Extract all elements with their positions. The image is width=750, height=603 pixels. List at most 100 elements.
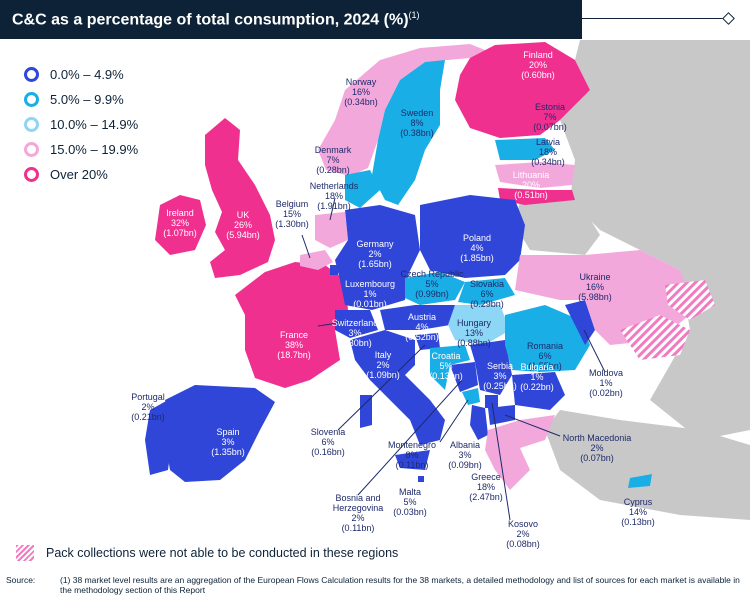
leader-line-switzerland	[317, 321, 346, 327]
region-switzerland	[335, 310, 378, 338]
region-north-macedonia	[488, 405, 515, 425]
label-sweden: Sweden 8% (0.38bn)	[400, 108, 434, 138]
title-bar: C&C as a percentage of total consumption…	[0, 0, 582, 39]
label-bosnia: Bosnia and Herzegovina 2% (0.11bn)	[332, 493, 384, 533]
region-sardinia	[360, 395, 372, 428]
region-italy	[350, 330, 445, 445]
label-hungary: Hungary 13% (0.88bn)	[456, 318, 492, 348]
label-ireland: Ireland 32% (1.07bn)	[163, 208, 197, 238]
region-crimea-hatched	[620, 315, 690, 360]
label-portugal: Portugal 2% (0.21bn)	[131, 392, 165, 422]
region-serbia	[470, 340, 512, 395]
label-germany: Germany 2% (1.65bn)	[356, 239, 394, 269]
region-russia	[560, 40, 750, 440]
region-croatia	[430, 345, 470, 390]
region-bulgaria	[512, 372, 565, 410]
leader-line-bosnia	[357, 379, 463, 496]
label-austria: Austria 4% (0.52bn)	[405, 312, 439, 342]
legend-label: 10.0% – 14.9%	[50, 117, 139, 132]
label-uk: UK 26% (5.94bn)	[226, 210, 260, 240]
label-slovenia: Slovenia 6% (0.16bn)	[310, 427, 346, 457]
legend-ring-icon	[24, 142, 39, 157]
region-slovakia	[458, 278, 515, 305]
europe-map	[145, 40, 750, 521]
legend-item: 10.0% – 14.9%	[24, 112, 138, 137]
region-malta	[418, 476, 424, 482]
label-ukraine: Ukraine 16% (5.98bn)	[578, 272, 612, 302]
legend-item: 15.0% – 19.9%	[24, 137, 138, 162]
hatch-swatch-icon	[16, 545, 34, 561]
legend-item: 5.0% – 9.9%	[24, 87, 138, 112]
diamond-icon	[722, 12, 735, 25]
region-moldova	[565, 300, 595, 345]
label-serbia: Serbia 3% (0.25bn)	[483, 361, 517, 391]
region-luxembourg	[330, 265, 338, 275]
region-finland	[455, 42, 590, 138]
label-switzerland: Switzerland 3% (0.30bn)	[331, 318, 379, 348]
label-romania: Romania 6% (1.55bn)	[526, 341, 564, 371]
region-austria	[380, 305, 455, 330]
source-text: (1) 38 market level results are an aggre…	[60, 575, 740, 595]
region-netherlands	[315, 212, 348, 248]
label-belgium: Belgium 15% (1.30bn)	[275, 199, 309, 229]
legend-label: 0.0% – 4.9%	[50, 67, 124, 82]
leader-line-netherlands	[329, 197, 336, 221]
label-czech: Czech Republic 5% (0.99bn)	[400, 269, 464, 299]
region-denmark	[345, 170, 380, 208]
region-belgium	[300, 250, 333, 270]
region-kosovo	[485, 395, 498, 408]
region-sicily	[395, 450, 430, 470]
legend-ring-icon	[24, 92, 39, 107]
source-label: Source:	[6, 575, 36, 585]
region-germany	[335, 205, 420, 310]
region-cyprus	[628, 474, 652, 488]
pack-note: Pack collections were not able to be con…	[16, 545, 398, 561]
region-estonia	[495, 138, 555, 160]
label-netherlands: Netherlands 18% (1.91bn)	[309, 181, 359, 211]
label-albania: Albania 3% (0.09bn)	[448, 440, 482, 470]
legend-ring-icon	[24, 117, 39, 132]
region-hungary	[448, 305, 510, 345]
label-bulgaria: Bulgaria 1% (0.22bn)	[520, 362, 554, 392]
legend-label: 5.0% – 9.9%	[50, 92, 124, 107]
region-slovenia	[415, 333, 440, 350]
leader-line-belgium	[301, 234, 311, 259]
legend-label: Over 20%	[50, 167, 108, 182]
region-sweden	[372, 60, 445, 205]
legend-ring-icon	[24, 167, 39, 182]
source-footnote: Source: (1) 38 market level results are …	[6, 575, 740, 595]
region-lithuania	[498, 188, 575, 205]
region-portugal	[145, 400, 172, 475]
title-divider	[582, 18, 727, 19]
region-montenegro	[462, 388, 480, 405]
region-norway	[318, 44, 490, 176]
region-poland	[420, 195, 525, 278]
label-greece: Greece 18% (2.47bn)	[469, 472, 503, 502]
label-lithuania: Lithuania 20% (0.51bn)	[512, 170, 550, 200]
region-belarus	[515, 195, 600, 255]
page-title: C&C as a percentage of total consumption…	[12, 10, 420, 29]
region-france	[235, 262, 348, 388]
label-poland: Poland 4% (1.85bn)	[460, 233, 494, 263]
label-kosovo: Kosovo 2% (0.08bn)	[506, 519, 540, 549]
region-albania	[470, 405, 488, 440]
region-donbas-hatched	[665, 280, 715, 320]
leader-line-moldova	[583, 329, 606, 373]
region-bosnia	[450, 362, 478, 392]
region-czech	[405, 272, 465, 305]
label-estonia: Estonia 7% (0.07bn)	[533, 102, 567, 132]
label-cyprus: Cyprus 14% (0.13bn)	[621, 497, 655, 527]
leader-line-kosovo	[491, 402, 511, 521]
region-turkey	[545, 410, 750, 520]
legend-item: 0.0% – 4.9%	[24, 62, 138, 87]
leader-line-montenegro	[439, 399, 469, 443]
label-norway: Norway 16% (0.34bn)	[344, 77, 378, 107]
region-romania	[505, 305, 590, 372]
label-moldova: Moldova 1% (0.02bn)	[588, 368, 624, 398]
label-spain: Spain 3% (1.35bn)	[211, 427, 245, 457]
legend-label: 15.0% – 19.9%	[50, 142, 139, 157]
leader-line-slovenia	[337, 344, 426, 431]
label-croatia: Croatia 5% (0.13bn)	[429, 351, 463, 381]
legend: 0.0% – 4.9% 5.0% – 9.9% 10.0% – 14.9% 15…	[24, 62, 138, 187]
leader-line-north-macedonia	[504, 414, 561, 437]
